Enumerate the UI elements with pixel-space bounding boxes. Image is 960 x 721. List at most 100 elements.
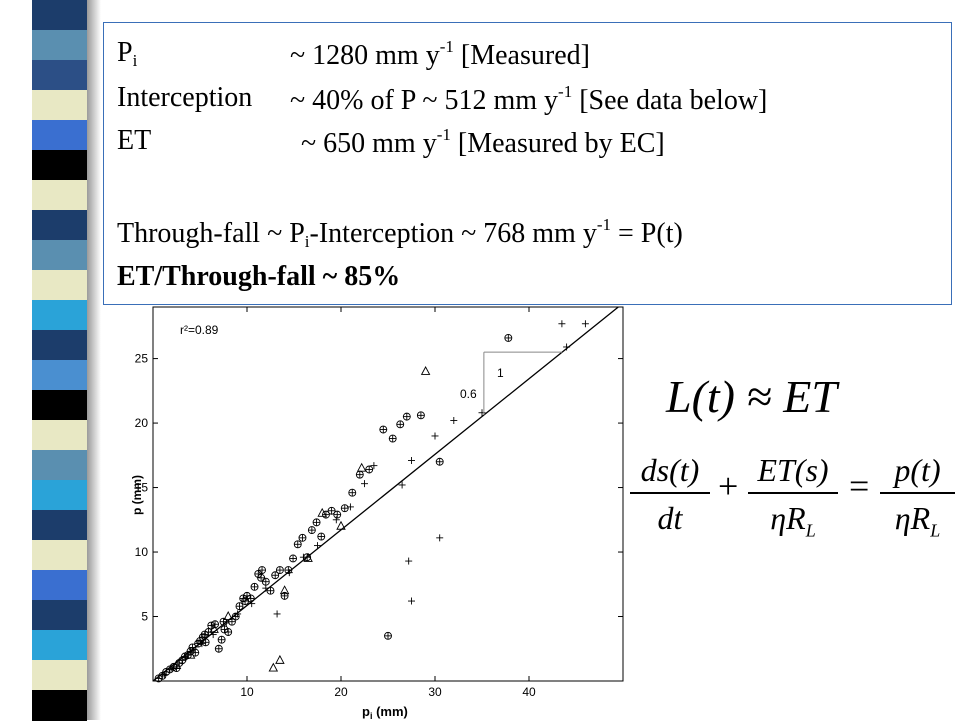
- circle-plus-point: [298, 533, 307, 542]
- plus-point: [234, 610, 242, 618]
- y-tick-label: 25: [135, 352, 149, 366]
- stripe-segment: [32, 330, 87, 361]
- triangle-point: [420, 366, 431, 375]
- stripe-segment: [32, 360, 87, 391]
- plus-point: [398, 481, 406, 489]
- circle-plus-point: [258, 566, 266, 575]
- plus-point: [273, 610, 281, 618]
- circle-plus-point: [333, 510, 342, 519]
- circle-plus-point: [289, 554, 298, 563]
- circle-plus-point: [241, 597, 250, 605]
- circle-plus-point: [224, 628, 233, 636]
- fraction-ds-dt: ds(t) dt: [630, 450, 710, 538]
- plus-point: [405, 557, 413, 565]
- y-axis-label: p (mm): [130, 475, 144, 515]
- decorative-stripe-bar: [32, 0, 87, 721]
- circle-plus-point: [504, 334, 513, 342]
- stripe-segment: [32, 690, 87, 721]
- summary-text-box: Pi ~ 1280 mm y-1 [Measured] Interception…: [103, 22, 952, 305]
- circle-plus-point: [340, 504, 349, 513]
- stripe-segment: [32, 90, 87, 121]
- x-axis-label: pi (mm): [362, 704, 408, 720]
- stripe-segment: [32, 300, 87, 331]
- circle-plus-point: [275, 566, 284, 575]
- circle-plus-point: [327, 506, 336, 515]
- axis-ticks: 10 20 30 40 5 10 15 20 25: [135, 307, 623, 699]
- stripe-segment: [32, 600, 87, 631]
- interception-line: Interception ~ 40% of P ~ 512 mm y-1 [Se…: [117, 82, 767, 116]
- stripe-segment: [32, 180, 87, 211]
- circle-plus-point: [317, 532, 326, 541]
- circle-plus-point: [307, 526, 316, 535]
- triangle-point: [223, 611, 233, 620]
- circle-plus-point: [379, 425, 388, 434]
- triangle-point: [171, 660, 182, 669]
- y-tick-label: 15: [135, 481, 149, 495]
- plus-operator: +: [718, 466, 739, 506]
- et-line: ET ~ 650 mm y-1 [Measured by EC]: [117, 125, 665, 159]
- interception-value: ~ 40% of P ~ 512 mm y-1 [See data below]: [290, 82, 768, 116]
- throughfall-line: Through-fall ~ Pi-Interception ~ 768 mm …: [117, 215, 683, 251]
- circle-plus-point: [235, 602, 244, 611]
- slope-rise-label: 0.6: [460, 387, 477, 401]
- stripe-shadow: [87, 0, 101, 720]
- stripe-segment: [32, 450, 87, 481]
- stripe-segment: [32, 30, 87, 61]
- circle-plus-point: [214, 644, 223, 653]
- y-tick-label: 20: [135, 416, 149, 430]
- plus-point: [346, 503, 354, 511]
- ratio-line: ET/Through-fall ~ 85%: [117, 261, 401, 292]
- plus-point: [558, 320, 566, 328]
- stripe-segment: [32, 630, 87, 661]
- circle-plus-point: [365, 465, 374, 474]
- approximation-equation: L(t) ≈ ET: [666, 371, 837, 422]
- et-label: ET: [117, 125, 152, 156]
- circle-plus-point: [217, 635, 226, 644]
- fraction-p: p(t) ηRL: [880, 450, 955, 540]
- circle-plus-point: [257, 573, 266, 582]
- pi-subscript: i: [132, 51, 138, 70]
- x-tick-label: 30: [428, 685, 442, 699]
- circle-plus-point: [416, 411, 425, 420]
- stripe-segment: [32, 420, 87, 451]
- interception-label: Interception: [117, 82, 253, 113]
- circle-plus-point: [250, 582, 259, 591]
- et-value: ~ 650 mm y-1 [Measured by EC]: [301, 125, 665, 159]
- x-tick-label: 40: [522, 685, 536, 699]
- stripe-segment: [32, 570, 87, 601]
- y-tick-label: 10: [135, 545, 149, 559]
- triangle-point: [275, 654, 285, 664]
- circle-plus-point: [293, 540, 302, 549]
- circle-plus-point: [271, 571, 280, 580]
- fit-line: [152, 306, 619, 682]
- stripe-segment: [32, 60, 87, 91]
- triangle-point: [317, 507, 327, 517]
- slope-run-label: 1: [497, 366, 504, 380]
- circle-plus-point: [435, 457, 444, 466]
- plus-point: [450, 416, 458, 424]
- equals-operator: =: [849, 466, 870, 506]
- circle-plus-point: [348, 488, 357, 497]
- stripe-segment: [32, 660, 87, 691]
- triangle-point: [268, 662, 279, 672]
- circle-plus-point: [388, 434, 397, 443]
- circle-plus-point: [261, 577, 270, 586]
- plus-point: [408, 456, 415, 464]
- triangle-point: [279, 585, 290, 595]
- circle-plus-point: [200, 630, 209, 639]
- circle-plus-point: [402, 412, 411, 421]
- stripe-segment: [32, 540, 87, 571]
- plus-point: [436, 534, 444, 542]
- circle-plus-point: [384, 631, 392, 640]
- precipitation-value: ~ 1280 mm y-1 [Measured]: [290, 37, 590, 71]
- plus-point: [361, 480, 368, 488]
- plus-point: [332, 516, 340, 524]
- circle-plus-point: [322, 510, 330, 519]
- stripe-segment: [32, 120, 87, 151]
- circle-plus-point: [355, 470, 364, 479]
- r2-annotation: r²=0.89: [180, 323, 219, 337]
- circle-plus-point: [312, 518, 321, 527]
- stripe-segment: [32, 480, 87, 511]
- x-tick-label: 20: [334, 685, 348, 699]
